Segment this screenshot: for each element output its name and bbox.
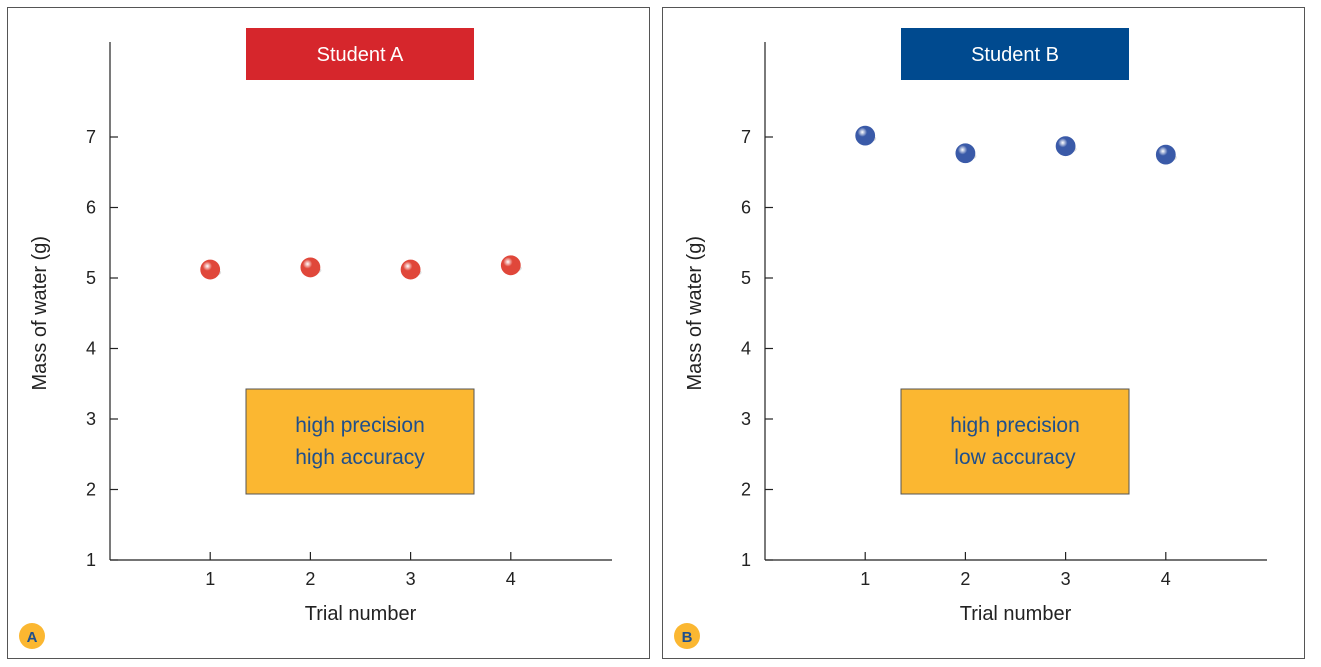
annotation-line: low accuracy [954, 446, 1076, 469]
x-tick-label: 2 [960, 569, 970, 589]
panel-label: B [682, 629, 693, 646]
y-tick-label: 4 [86, 339, 96, 359]
title-banner [901, 28, 1129, 80]
chart-panel-b: 1 2 3 4 5 6 7 1 2 3 4 Trial number Mass of water (g)… [662, 7, 1305, 659]
data-point [1055, 136, 1076, 157]
data-point [200, 259, 221, 280]
chart-panel-a: 1 2 3 4 5 6 7 1 2 3 4 Trial number Mass of water (g)… [7, 7, 650, 659]
chart-title: Student A [317, 44, 404, 66]
data-point [300, 257, 321, 278]
y-tick-label: 6 [86, 198, 96, 218]
panel-label-badge [19, 623, 45, 649]
data-point [500, 255, 521, 276]
x-tick-label: 3 [406, 569, 416, 589]
y-tick-label: 1 [86, 550, 96, 570]
data-point [1155, 144, 1176, 165]
annotation-box [245, 388, 475, 495]
y-tick-label: 3 [86, 409, 96, 429]
annotation-box [900, 388, 1130, 495]
x-axis-title: Trial number [305, 603, 417, 625]
title-banner [246, 28, 474, 80]
y-tick-label: 7 [741, 127, 751, 147]
chart-title: Student B [971, 44, 1059, 66]
y-axis-title: Mass of water (g) [29, 236, 51, 390]
y-tick-label: 3 [741, 409, 751, 429]
annotation-line: high precision [295, 414, 425, 437]
x-axis-title: Trial number [960, 603, 1072, 625]
panel-label-badge [674, 623, 700, 649]
data-point [400, 259, 421, 280]
y-tick-label: 6 [741, 198, 751, 218]
chart-a-svg: 1 2 3 4 5 6 7 1 2 3 4 Trial number Mass of water (g)… [19, 28, 612, 649]
x-tick-label: 1 [860, 569, 870, 589]
annotation-line: high accuracy [295, 446, 425, 469]
y-axis-title: Mass of water (g) [684, 236, 706, 390]
annotation-line: high precision [950, 414, 1080, 437]
y-tick-label: 5 [741, 268, 751, 288]
chart-b-svg: 1 2 3 4 5 6 7 1 2 3 4 Trial number Mass of water (g)… [674, 28, 1267, 649]
y-tick-label: 1 [741, 550, 751, 570]
y-tick-label: 4 [741, 339, 751, 359]
y-tick-label: 2 [741, 480, 751, 500]
y-tick-label: 7 [86, 127, 96, 147]
x-tick-label: 2 [305, 569, 315, 589]
y-tick-label: 5 [86, 268, 96, 288]
x-tick-label: 3 [1061, 569, 1071, 589]
panel-label: A [27, 629, 38, 646]
x-tick-label: 4 [506, 569, 516, 589]
data-point [855, 125, 876, 146]
y-tick-label: 2 [86, 480, 96, 500]
data-point [955, 143, 976, 164]
x-tick-label: 4 [1161, 569, 1171, 589]
x-tick-label: 1 [205, 569, 215, 589]
